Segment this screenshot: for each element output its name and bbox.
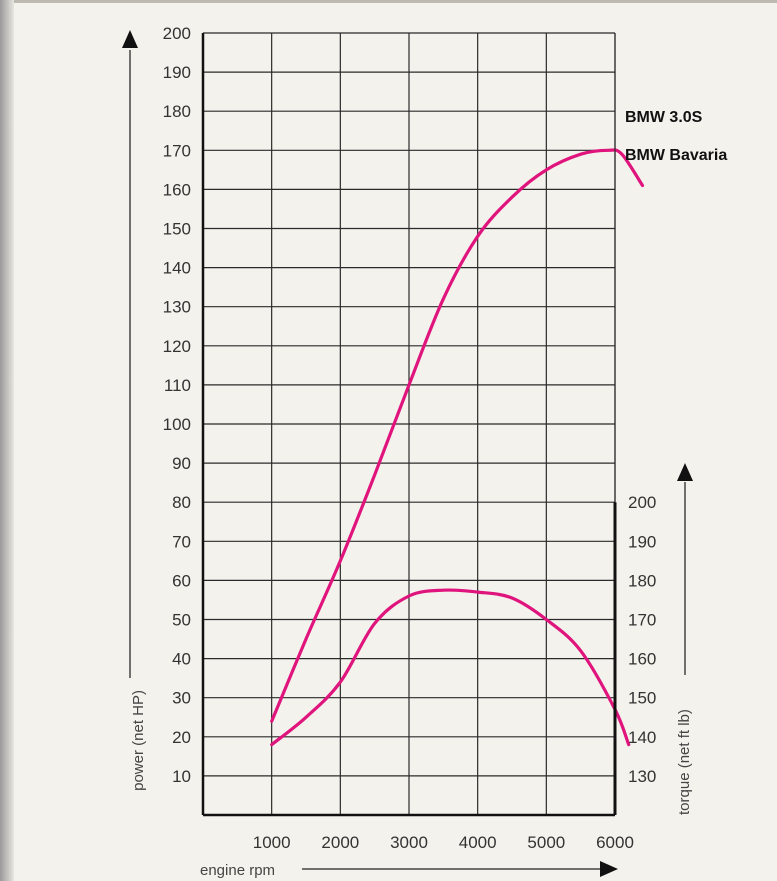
right-axis-ticks: 130 140 150 160 170 180 190 200 — [628, 493, 656, 786]
right-tick-label: 140 — [628, 728, 656, 747]
left-tick-label: 130 — [163, 298, 191, 317]
x-tick-label: 6000 — [596, 833, 634, 852]
chart-grid — [203, 32, 616, 815]
page-top-edge — [14, 0, 777, 3]
right-tick-label: 200 — [628, 493, 656, 512]
left-tick-label: 120 — [163, 337, 191, 356]
left-tick-label: 160 — [163, 180, 191, 199]
legend-item-1: BMW Bavaria — [625, 147, 727, 164]
page-edge-shadow — [0, 0, 14, 881]
left-tick-label: 20 — [172, 728, 191, 747]
x-axis-ticks: 1000 2000 3000 4000 5000 6000 — [253, 833, 634, 852]
x-tick-label: 4000 — [459, 833, 497, 852]
up-arrow-icon — [122, 30, 138, 48]
left-tick-label: 140 — [163, 259, 191, 278]
left-tick-label: 190 — [163, 63, 191, 82]
left-tick-label: 10 — [172, 767, 191, 786]
x-tick-label: 1000 — [253, 833, 291, 852]
left-tick-label: 150 — [163, 220, 191, 239]
right-tick-label: 180 — [628, 571, 656, 590]
x-tick-label: 3000 — [390, 833, 428, 852]
x-tick-label: 5000 — [527, 833, 565, 852]
right-tick-label: 130 — [628, 767, 656, 786]
left-tick-label: 70 — [172, 532, 191, 551]
left-axis-label: power (net HP) — [130, 690, 147, 791]
chart-frame — [201, 33, 617, 817]
chart-curves — [270, 148, 645, 747]
right-axis-label: torque (net ft lb) — [676, 709, 693, 815]
left-axis-ticks: 10 20 30 40 50 60 70 80 90 100 110 120 130 140 150 160 1… — [163, 24, 191, 786]
right-tick-label: 190 — [628, 532, 656, 551]
x-tick-label: 2000 — [321, 833, 359, 852]
x-axis-label: engine rpm — [200, 862, 275, 879]
right-tick-label: 160 — [628, 650, 656, 669]
right-tick-label: 170 — [628, 611, 656, 630]
axis-arrows — [122, 30, 693, 877]
left-tick-label: 50 — [172, 611, 191, 630]
left-tick-label: 200 — [163, 24, 191, 43]
left-tick-label: 80 — [172, 493, 191, 512]
right-tick-label: 150 — [628, 689, 656, 708]
left-tick-label: 30 — [172, 689, 191, 708]
left-tick-label: 180 — [163, 102, 191, 121]
torque-curve — [270, 588, 631, 747]
legend-item-0: BMW 3.0S — [625, 109, 703, 126]
right-arrow-icon — [600, 861, 618, 877]
left-tick-label: 40 — [172, 650, 191, 669]
left-tick-label: 110 — [164, 376, 191, 395]
power-curve — [270, 148, 645, 723]
left-tick-label: 170 — [163, 141, 191, 160]
left-tick-label: 90 — [172, 454, 191, 473]
left-tick-label: 60 — [172, 571, 191, 590]
left-tick-label: 100 — [163, 415, 191, 434]
up-arrow-icon — [677, 463, 693, 481]
